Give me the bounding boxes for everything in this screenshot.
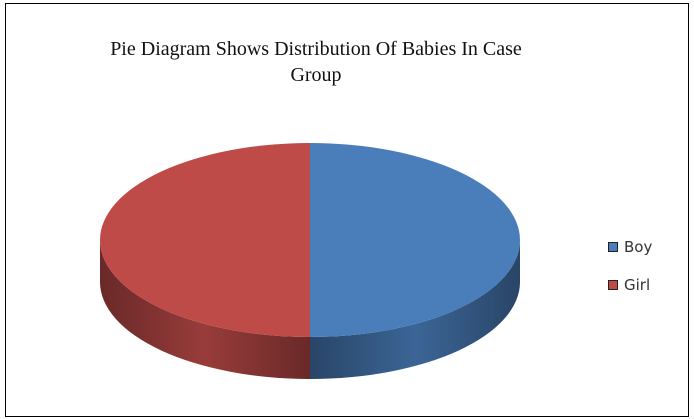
pie-slice-girl (100, 143, 310, 337)
chart-title-line-2: Group (290, 64, 342, 86)
legend-item-girl: Girl (608, 274, 652, 296)
pie-side-boy (310, 240, 520, 379)
pie-side-girl (100, 240, 310, 379)
chart-title: Pie Diagram Shows Distribution Of Babies… (86, 36, 546, 88)
pie-slice-boy (310, 143, 520, 337)
legend-item-boy: Boy (608, 236, 652, 258)
legend-swatch-boy (608, 242, 618, 252)
legend-label-boy: Boy (624, 238, 653, 256)
chart-title-line-1: Pie Diagram Shows Distribution Of Babies… (110, 38, 522, 60)
legend-label-girl: Girl (624, 276, 651, 294)
legend: Boy Girl (608, 236, 652, 312)
legend-swatch-girl (608, 280, 618, 290)
